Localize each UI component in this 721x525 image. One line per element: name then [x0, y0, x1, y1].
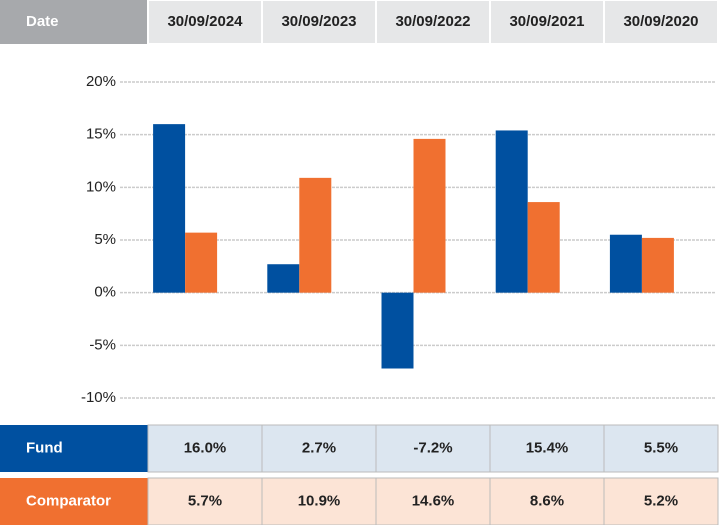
bar [185, 232, 218, 293]
y-tick-label: -10% [81, 389, 116, 406]
table-cell [375, 477, 491, 525]
value-label: 14.6% [412, 492, 455, 509]
value-label: 8.6% [530, 492, 564, 509]
category-header: Date [26, 13, 59, 30]
header-cell [489, 0, 605, 45]
table-cell [147, 424, 263, 473]
legend-cell [0, 478, 148, 525]
column-header: 30/09/2020 [623, 13, 698, 30]
value-label: -7.2% [413, 439, 452, 456]
table-cell [603, 424, 719, 473]
legend-label: Fund [26, 439, 63, 456]
legend-cell [0, 425, 148, 472]
bar [153, 124, 186, 293]
legend-label: Comparator [26, 492, 111, 509]
value-label: 15.4% [526, 439, 569, 456]
value-label: 5.2% [644, 492, 678, 509]
bar [299, 177, 332, 293]
table-cell [261, 424, 377, 473]
bar [381, 292, 414, 369]
value-label: 5.7% [188, 492, 222, 509]
value-label: 16.0% [184, 439, 227, 456]
bar [495, 130, 528, 293]
bar [527, 202, 560, 293]
table-cell [489, 477, 605, 525]
table-cell [603, 477, 719, 525]
column-header: 30/09/2024 [167, 13, 243, 30]
column-header: 30/09/2023 [281, 13, 356, 30]
header-cell [0, 0, 148, 44]
y-tick-label: 20% [86, 73, 116, 90]
bar [609, 234, 642, 293]
header-cell [603, 0, 719, 45]
bar [413, 138, 446, 293]
value-label: 5.5% [644, 439, 678, 456]
value-label: 2.7% [302, 439, 336, 456]
bar [267, 264, 300, 293]
bar [641, 237, 674, 293]
header-cell [147, 0, 263, 45]
y-tick-label: 10% [86, 178, 116, 195]
y-tick-label: 5% [94, 231, 116, 248]
column-header: 30/09/2021 [509, 13, 584, 30]
column-header: 30/09/2022 [395, 13, 470, 30]
table-cell [261, 477, 377, 525]
y-tick-label: -5% [89, 336, 116, 353]
table-cell [375, 424, 491, 473]
y-tick-label: 0% [94, 284, 116, 301]
y-tick-label: 15% [86, 126, 116, 143]
value-label: 10.9% [298, 492, 341, 509]
